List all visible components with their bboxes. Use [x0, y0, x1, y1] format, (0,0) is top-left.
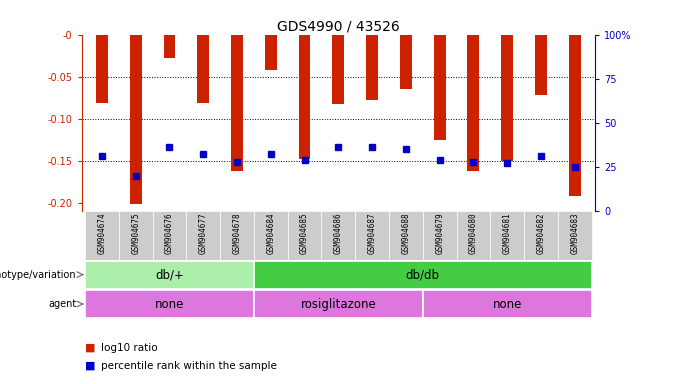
Text: GSM904674: GSM904674	[97, 212, 106, 254]
Text: log10 ratio: log10 ratio	[101, 343, 157, 353]
Bar	[254, 290, 423, 318]
Bar	[254, 260, 592, 289]
Bar	[231, 35, 243, 172]
Bar	[265, 35, 277, 70]
Bar	[490, 211, 524, 260]
Text: percentile rank within the sample: percentile rank within the sample	[101, 361, 277, 371]
Text: db/+: db/+	[155, 268, 184, 281]
Bar	[355, 211, 389, 260]
Bar	[389, 211, 423, 260]
Bar	[96, 35, 107, 103]
Bar	[130, 35, 141, 204]
Text: ■: ■	[85, 343, 95, 353]
Bar	[220, 211, 254, 260]
Text: GSM904676: GSM904676	[165, 212, 174, 254]
Text: GSM904682: GSM904682	[537, 212, 545, 254]
Bar	[85, 260, 254, 289]
Text: GSM904683: GSM904683	[571, 212, 579, 254]
Bar	[467, 35, 479, 172]
Bar	[163, 35, 175, 58]
Text: ■: ■	[85, 361, 95, 371]
Text: rosiglitazone: rosiglitazone	[301, 298, 376, 311]
Text: GSM904679: GSM904679	[435, 212, 444, 254]
Bar	[456, 211, 490, 260]
Text: none: none	[492, 298, 522, 311]
Text: GSM904685: GSM904685	[300, 212, 309, 254]
Bar	[423, 211, 456, 260]
Text: GSM904678: GSM904678	[233, 212, 241, 254]
Bar	[423, 290, 592, 318]
Title: GDS4990 / 43526: GDS4990 / 43526	[277, 20, 400, 33]
Bar	[558, 211, 592, 260]
Text: GSM904688: GSM904688	[401, 212, 410, 254]
Text: GSM904686: GSM904686	[334, 212, 343, 254]
Text: none: none	[155, 298, 184, 311]
Text: GSM904677: GSM904677	[199, 212, 207, 254]
Bar	[85, 290, 254, 318]
Bar	[322, 211, 355, 260]
Bar	[524, 211, 558, 260]
Bar	[299, 35, 311, 159]
Text: GSM904680: GSM904680	[469, 212, 478, 254]
Bar	[288, 211, 322, 260]
Bar	[152, 211, 186, 260]
Text: GSM904681: GSM904681	[503, 212, 511, 254]
Bar	[501, 35, 513, 161]
Text: GSM904684: GSM904684	[267, 212, 275, 254]
Bar	[119, 211, 152, 260]
Bar	[569, 35, 581, 196]
Text: db/db: db/db	[406, 268, 440, 281]
Bar	[333, 35, 344, 104]
Text: genotype/variation: genotype/variation	[0, 270, 76, 280]
Bar	[85, 211, 119, 260]
Text: GSM904675: GSM904675	[131, 212, 140, 254]
Bar	[434, 35, 445, 139]
Text: agent: agent	[48, 299, 76, 309]
Bar	[400, 35, 412, 89]
Bar	[197, 35, 209, 103]
Text: GSM904687: GSM904687	[368, 212, 377, 254]
Bar	[535, 35, 547, 95]
Bar	[186, 211, 220, 260]
Bar	[254, 211, 288, 260]
Bar	[366, 35, 378, 100]
